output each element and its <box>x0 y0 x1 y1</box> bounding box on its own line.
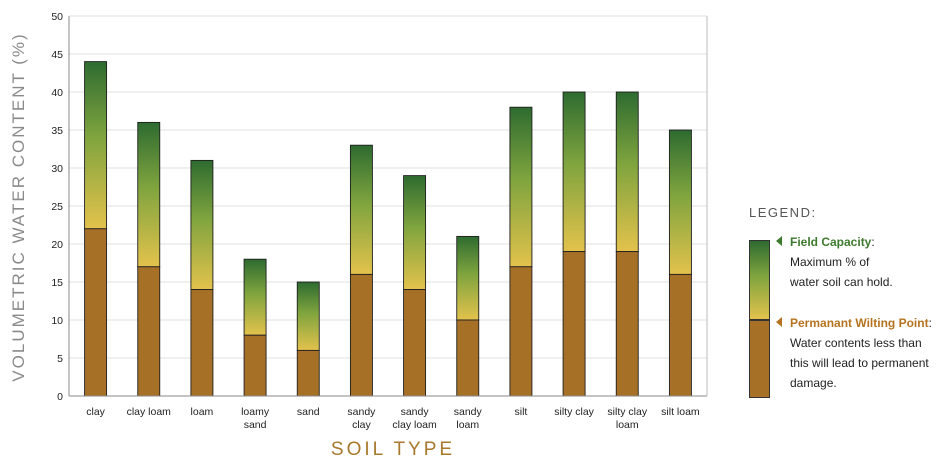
bar-field-capacity <box>509 106 533 268</box>
x-tick-label: silty clay <box>607 406 647 418</box>
y-tick-label: 20 <box>51 239 63 251</box>
legend-title: LEGEND: <box>749 205 817 220</box>
legend-item-wilting-point: Permanant Wilting Point: Water contents … <box>776 313 947 393</box>
x-tick-label: clay <box>352 419 371 431</box>
axes <box>68 15 708 397</box>
y-tick-label: 10 <box>51 315 63 327</box>
bar-wilting-point <box>137 266 161 397</box>
legend-field-capacity-desc-2: water soil can hold. <box>790 275 893 289</box>
bar-wilting-point <box>84 228 108 397</box>
stacked-bar-chart: 0 5 10 15 20 25 30 35 40 45 50 clay clay loam loam lo… <box>9 11 708 459</box>
y-tick-label: 40 <box>51 87 63 99</box>
x-tick-label: sandy <box>454 406 483 418</box>
bar-field-capacity <box>403 175 427 291</box>
legend-wilting-point-desc-1: Water contents less than <box>790 336 922 350</box>
y-tick-label: 0 <box>57 391 63 403</box>
x-tick-label: silty clay <box>554 406 594 418</box>
x-tick-label: sand <box>244 419 267 431</box>
bars <box>84 61 692 397</box>
bar-wilting-point <box>456 319 480 397</box>
bar-field-capacity <box>562 91 586 253</box>
y-tick-label: 50 <box>51 11 63 23</box>
y-tick-label: 30 <box>51 163 63 175</box>
legend-wilting-point-desc-2: this will lead to permanent <box>790 356 929 370</box>
x-tick-label: silt loam <box>661 406 700 418</box>
arrow-left-icon <box>776 236 782 246</box>
bar-wilting-point <box>562 251 586 397</box>
legend-item-field-capacity: Field Capacity: Maximum % of water soil … <box>776 232 893 292</box>
legend-wilting-point-colon: : <box>928 316 932 330</box>
y-tick-label: 25 <box>51 201 63 213</box>
bar-field-capacity <box>137 121 161 268</box>
bar-wilting-point <box>190 289 214 397</box>
x-tick-label: clay loam <box>127 406 172 418</box>
legend-field-capacity-name: Field Capacity <box>790 235 872 249</box>
bar-wilting-point <box>296 349 320 397</box>
x-axis-title: SOIL TYPE <box>331 439 455 459</box>
legend: LEGEND: Field Capacity: Maximum % of wat… <box>749 205 947 398</box>
bar-field-capacity <box>456 235 480 321</box>
bar-wilting-point <box>615 251 639 397</box>
legend-wilting-point-desc-3: damage. <box>790 376 837 390</box>
x-tick-label: loam <box>191 406 214 418</box>
x-tick-label: sandy <box>401 406 430 418</box>
x-tick-label: loam <box>456 419 479 431</box>
x-tick-label: clay <box>86 406 105 418</box>
legend-field-capacity-swatch <box>749 240 770 320</box>
y-axis-title: VOLUMETRIC WATER CONTENT (%) <box>9 32 28 381</box>
bar-field-capacity <box>84 61 108 230</box>
bar-field-capacity <box>615 91 639 253</box>
bar-field-capacity <box>243 258 267 336</box>
bar-field-capacity <box>668 129 692 275</box>
x-tick-label: loamy <box>241 406 270 418</box>
x-tick-label: silt <box>514 406 527 418</box>
bar-field-capacity <box>190 159 214 291</box>
bar-wilting-point <box>403 289 427 397</box>
bar-field-capacity <box>296 281 320 351</box>
x-tick-label: sand <box>297 406 320 418</box>
gridlines <box>69 15 707 359</box>
bar-wilting-point <box>349 273 373 397</box>
legend-field-capacity-desc-1: Maximum % of <box>790 255 870 269</box>
bar-wilting-point <box>668 273 692 397</box>
y-tick-label: 15 <box>51 277 63 289</box>
y-axis-ticks: 0 5 10 15 20 25 30 35 40 45 50 <box>51 11 63 403</box>
bar-field-capacity <box>349 144 373 275</box>
x-tick-label: clay loam <box>392 419 437 431</box>
legend-field-capacity-colon: : <box>871 235 875 249</box>
y-tick-label: 5 <box>57 353 63 365</box>
y-tick-label: 35 <box>51 125 63 137</box>
bar-wilting-point <box>509 266 533 397</box>
x-tick-label: sandy <box>347 406 376 418</box>
bar-wilting-point <box>243 334 267 397</box>
y-tick-label: 45 <box>51 49 63 61</box>
x-tick-label: loam <box>616 419 639 431</box>
arrow-left-icon <box>776 317 782 327</box>
legend-wilting-point-name: Permanant Wilting Point <box>790 316 929 330</box>
legend-wilting-point-swatch <box>749 320 770 398</box>
